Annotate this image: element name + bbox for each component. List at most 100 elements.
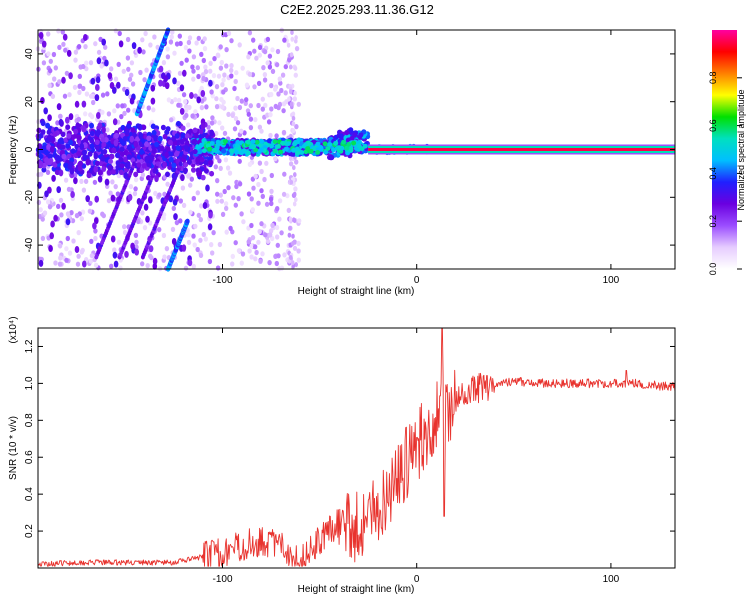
spectrogram-cell <box>276 144 281 149</box>
spectrogram-cell <box>129 97 135 105</box>
spectrogram-cell <box>81 100 87 108</box>
spectrogram-cell <box>126 107 131 113</box>
spectrogram-cell <box>149 154 154 160</box>
spectrogram-cell <box>182 69 187 77</box>
spectrogram-cell <box>221 89 226 95</box>
spectrogram-cell <box>209 141 215 146</box>
spectrogram-cell <box>65 211 71 217</box>
spectrogram-cell <box>289 89 293 95</box>
spectrogram-cell <box>183 265 189 271</box>
spectrogram-cell <box>296 101 301 107</box>
spectrogram-cell <box>293 65 298 71</box>
spectrogram-cell <box>83 178 89 184</box>
spectrogram-cell <box>191 139 197 145</box>
x-tick-label: -100 <box>212 574 232 585</box>
spectrogram-cell <box>239 150 245 156</box>
spectrogram-cell <box>61 76 66 84</box>
spectrogram-cell <box>88 60 94 66</box>
spectrogram-cell <box>216 73 222 79</box>
spectrogram-cell <box>281 101 287 107</box>
spectrogram-cell <box>93 41 98 47</box>
spectrogram-cell <box>95 129 101 136</box>
spectrogram-cell <box>207 223 213 231</box>
spectrogram-cell <box>242 130 247 136</box>
spectrogram-cell <box>265 112 270 118</box>
spectrogram-cell <box>166 97 172 103</box>
spectrogram-cell <box>277 198 283 204</box>
spectrogram-cell <box>168 156 174 163</box>
spectrogram-cell <box>152 262 158 270</box>
spectrogram-cell <box>112 86 117 94</box>
spectrogram-cell <box>178 40 183 47</box>
spectrogram-cell <box>191 233 196 239</box>
spectrogram-cell <box>187 259 193 267</box>
spectrogram-y-label: Frequency (Hz) <box>8 116 19 185</box>
spectrogram-cell <box>252 48 257 54</box>
spectrogram-cell <box>291 128 296 134</box>
spectrogram-cell <box>193 93 198 99</box>
spectrogram-cell <box>103 44 108 50</box>
x-tick-label: 0 <box>414 574 420 585</box>
spectrogram-cell <box>341 139 347 145</box>
spectrogram-cell <box>66 186 72 192</box>
spectrogram-cell <box>209 89 214 95</box>
spectrogram-cell <box>291 111 296 117</box>
spectrogram-cell <box>275 206 280 212</box>
spectrogram-cell <box>190 113 195 119</box>
spectrogram-cell <box>195 157 200 164</box>
spectrogram-cell <box>57 261 63 267</box>
spectrogram-cell <box>267 64 273 70</box>
spectrogram-cell <box>346 141 352 147</box>
spectrogram-cell <box>272 148 278 154</box>
spectrogram-cell <box>164 82 170 90</box>
spectrogram-cell <box>83 111 88 117</box>
spectrogram-cell <box>64 257 69 263</box>
spectrogram-cell <box>79 216 85 222</box>
spectrogram-cell <box>198 237 203 243</box>
spectrogram-cell <box>292 141 298 147</box>
spectrogram-cell <box>265 60 270 66</box>
spectrogram-cell <box>171 238 177 245</box>
spectrogram-cell <box>114 132 119 139</box>
spectrogram-cell <box>240 251 246 257</box>
spectrogram-cell <box>84 91 90 97</box>
spectrogram-cell <box>87 151 93 157</box>
spectrogram-cell <box>262 72 268 78</box>
spectrogram-cell <box>333 140 339 146</box>
spectrogram-cell <box>140 261 145 267</box>
spectrogram-cell <box>77 73 83 79</box>
spectrogram-cell <box>226 185 231 191</box>
spectrogram-cell <box>143 30 148 37</box>
figure-title: C2E2.2025.293.11.36.G12 <box>280 2 434 17</box>
spectrogram-cell <box>94 139 100 146</box>
spectrogram-cell <box>224 205 229 211</box>
spectrogram-cell <box>101 141 107 148</box>
spectrogram-cell <box>161 60 167 66</box>
spectrogram-cell <box>91 99 96 106</box>
spectrogram-cell <box>186 122 191 128</box>
colorbar-tick-label: 0.8 <box>708 72 718 85</box>
spectrogram-cell <box>82 154 88 162</box>
spectrogram-cell <box>60 29 65 35</box>
y-tick-label: 40 <box>24 48 35 60</box>
spectrogram-cell <box>196 212 201 218</box>
spectrogram-cell <box>233 202 238 208</box>
spectrogram-cell <box>199 51 204 58</box>
spectrogram-cell <box>207 146 212 152</box>
spectrogram-cell <box>145 215 150 223</box>
spectrogram-cell <box>44 190 49 198</box>
spectrogram-cell <box>76 150 82 157</box>
spectrogram-cell <box>213 164 218 170</box>
spectrogram-cell <box>56 186 61 194</box>
spectrogram-cell <box>210 115 215 121</box>
spectrogram-cell <box>63 47 68 53</box>
spectrogram-cell <box>186 239 192 245</box>
spectrogram-cell <box>250 144 256 150</box>
spectrogram-cell <box>64 70 70 76</box>
spectrogram-cell <box>249 196 254 202</box>
spectrogram-cell <box>211 230 216 236</box>
spectrogram-cell <box>93 152 99 160</box>
spectrogram-cell <box>204 104 209 110</box>
spectrogram-cell <box>210 250 215 256</box>
spectrogram-cell <box>179 138 185 145</box>
